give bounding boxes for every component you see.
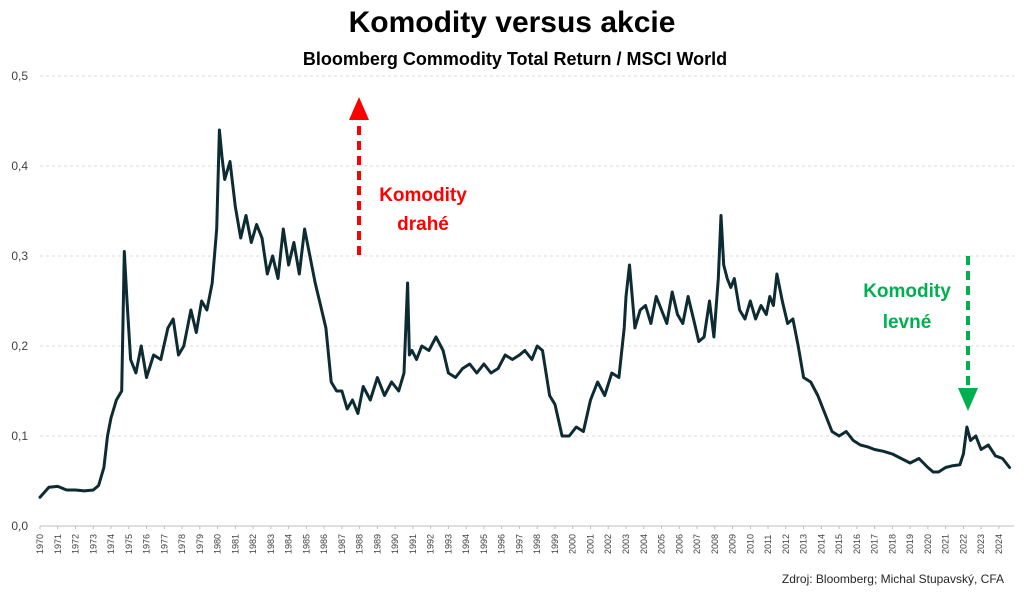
x-tick-label: 1988 (355, 534, 365, 554)
x-tick-label: 2017 (870, 534, 880, 554)
x-tick-label: 1971 (53, 534, 63, 554)
x-tick-label: 1992 (426, 534, 436, 554)
x-tick-label: 2000 (568, 534, 578, 554)
x-tick-label: 1997 (514, 534, 524, 554)
x-tick-label: 1984 (284, 534, 294, 554)
annotation-cheap-line1: Komodity (863, 281, 951, 302)
y-tick-label: 0,4 (11, 159, 28, 173)
x-tick-label: 1977 (159, 534, 169, 554)
x-tick-label: 2006 (674, 534, 684, 554)
y-tick-label: 0,3 (11, 249, 28, 263)
x-tick-label: 1972 (71, 534, 81, 554)
x-tick-label: 2004 (639, 534, 649, 554)
x-tick-label: 2010 (745, 534, 755, 554)
x-tick-label: 2021 (941, 534, 951, 554)
x-tick-label: 2002 (603, 534, 613, 554)
series-line (38, 128, 1012, 499)
y-axis-ticks: 0,0 0,1 0,2 0,3 0,4 0,5 (11, 69, 28, 533)
x-tick-label: 2019 (905, 534, 915, 554)
source-note: Zdroj: Bloomberg; Michal Stupavský, CFA (782, 572, 1004, 586)
x-tick-label: 2003 (621, 534, 631, 554)
annotation-expensive: Komodity drahé (349, 97, 467, 255)
x-tick-label: 2009 (728, 534, 738, 554)
x-tick-label: 1986 (319, 534, 329, 554)
y-tick-label: 0,1 (11, 429, 28, 443)
x-tick-label: 1970 (35, 534, 45, 554)
y-tick-label: 0,2 (11, 339, 28, 353)
x-tick-label: 2007 (692, 534, 702, 554)
x-tick-label: 1998 (532, 534, 542, 554)
y-tick-label: 0,5 (11, 69, 28, 83)
x-tick-label: 2005 (657, 534, 667, 554)
y-gridlines (40, 75, 1014, 437)
x-tick-label: 2023 (976, 534, 986, 554)
x-tick-label: 2020 (923, 534, 933, 554)
x-tick-label: 1981 (230, 534, 240, 554)
x-tick-label: 1994 (461, 534, 471, 554)
arrow-up-head (349, 97, 369, 120)
x-tick-label: 2018 (887, 534, 897, 554)
x-tick-label: 2014 (816, 534, 826, 554)
x-tick-label: 1993 (443, 534, 453, 554)
x-tick-label: 1990 (390, 534, 400, 554)
chart-title: Komodity versus akcie (349, 6, 676, 39)
annotation-expensive-line1: Komodity (379, 185, 467, 206)
annotation-expensive-line2: drahé (397, 214, 449, 235)
x-tick-label: 2016 (852, 534, 862, 554)
x-tick-label: 2012 (781, 534, 791, 554)
chart-subtitle: Bloomberg Commodity Total Return / MSCI … (303, 49, 727, 69)
x-tick-label: 1976 (142, 534, 152, 554)
x-tick-label: 1985 (301, 534, 311, 554)
x-tick-label: 1983 (266, 534, 276, 554)
x-tick-label: 1973 (88, 534, 98, 554)
arrow-down-head (958, 388, 978, 411)
x-tick-label: 2013 (799, 534, 809, 554)
x-tick-label: 1978 (177, 534, 187, 554)
x-tick-label: 1987 (337, 534, 347, 554)
x-tick-label: 1989 (372, 534, 382, 554)
x-tick-label: 1974 (106, 534, 116, 554)
x-tick-label: 1980 (213, 534, 223, 554)
x-tick-label: 2008 (710, 534, 720, 554)
x-axis-ticks: 1970 1971 1972 1973 1974 1975 1976 1977 1978 1979… (35, 526, 1004, 554)
x-tick-label: 1991 (408, 534, 418, 554)
x-tick-label: 1982 (248, 534, 258, 554)
y-tick-label: 0,0 (11, 519, 28, 533)
x-tick-label: 1999 (550, 534, 560, 554)
x-tick-label: 1975 (124, 534, 134, 554)
x-tick-label: 2001 (585, 534, 595, 554)
annotation-cheap-line2: levné (883, 312, 932, 333)
x-tick-label: 1996 (497, 534, 507, 554)
x-tick-label: 2015 (834, 534, 844, 554)
x-tick-label: 2024 (994, 534, 1004, 554)
x-tick-label: 2011 (763, 535, 773, 554)
x-tick-label: 1979 (195, 534, 205, 554)
x-tick-label: 1995 (479, 534, 489, 554)
annotation-cheap: Komodity levné (863, 256, 978, 411)
x-tick-label: 2022 (958, 534, 968, 554)
